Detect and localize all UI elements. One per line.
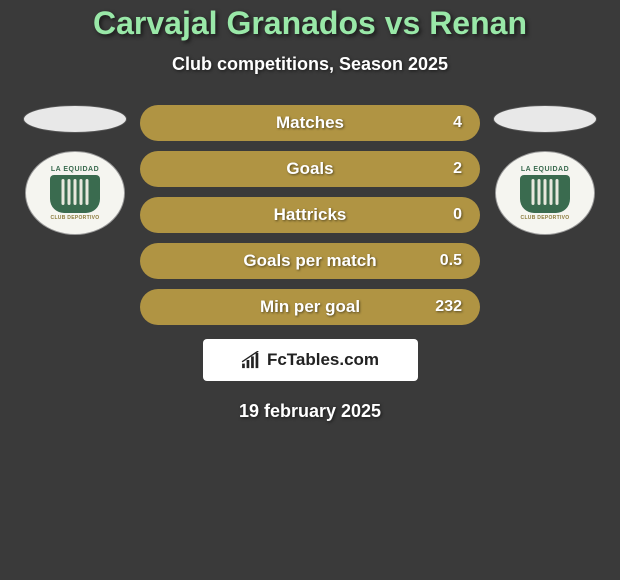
stat-label: Goals [286,159,333,179]
subtitle: Club competitions, Season 2025 [172,54,448,75]
attribution-text: FcTables.com [267,350,379,370]
comparison-card: Carvajal Granados vs Renan Club competit… [0,0,620,427]
stat-right-value: 0.5 [432,252,462,270]
player-avatar-right [493,105,597,133]
stat-right-value: 2 [432,160,462,178]
date-text: 19 february 2025 [239,401,381,422]
club-badge-left: LA EQUIDAD CLUB DEPORTIVO [25,151,125,235]
stat-bar-hattricks: Hattricks 0 [140,197,480,233]
stat-bar-min-per-goal: Min per goal 232 [140,289,480,325]
stat-label: Matches [276,113,344,133]
stats-list: Matches 4 Goals 2 Hattricks 0 Goals per … [140,105,480,325]
badge-text-bottom: CLUB DEPORTIVO [521,215,570,221]
club-badge-right: LA EQUIDAD CLUB DEPORTIVO [495,151,595,235]
badge-text-bottom: CLUB DEPORTIVO [51,215,100,221]
right-player-col: LA EQUIDAD CLUB DEPORTIVO [490,105,600,235]
badge-shield-icon [50,175,100,213]
badge-text-top: LA EQUIDAD [521,166,569,173]
stat-label: Hattricks [274,205,347,225]
stat-right-value: 232 [432,298,462,316]
stat-label: Goals per match [243,251,376,271]
bars-chart-icon [241,351,263,369]
badge-text-top: LA EQUIDAD [51,166,99,173]
player-avatar-left [23,105,127,133]
attribution-badge: FcTables.com [203,339,418,381]
stat-label: Min per goal [260,297,360,317]
stat-bar-goals-per-match: Goals per match 0.5 [140,243,480,279]
left-player-col: LA EQUIDAD CLUB DEPORTIVO [20,105,130,235]
stat-right-value: 4 [432,114,462,132]
stat-bar-matches: Matches 4 [140,105,480,141]
page-title: Carvajal Granados vs Renan [93,5,527,42]
badge-shield-icon [520,175,570,213]
stat-bar-goals: Goals 2 [140,151,480,187]
stat-right-value: 0 [432,206,462,224]
stats-row: LA EQUIDAD CLUB DEPORTIVO Matches 4 [0,105,620,325]
